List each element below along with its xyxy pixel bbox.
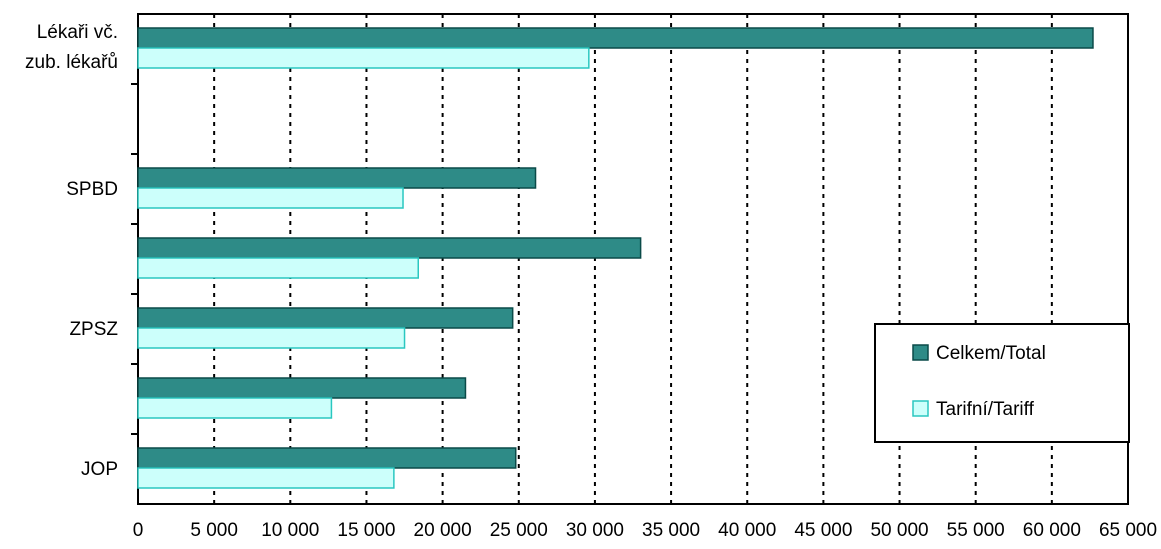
x-tick-label-7: 35 000 <box>642 520 700 541</box>
bar-tarifni-4 <box>137 327 406 349</box>
x-tick-label-8: 40 000 <box>718 520 776 541</box>
category-label-0-1: zub. lékařů <box>25 52 118 73</box>
bar-tarifni-0 <box>137 47 590 69</box>
bars <box>137 27 1094 489</box>
x-tick-label-1: 5 000 <box>190 520 238 541</box>
category-label-6-0: JOP <box>81 459 118 480</box>
x-tick-label-11: 55 000 <box>947 520 1005 541</box>
x-tick-label-2: 10 000 <box>261 520 319 541</box>
bar-tarifni-2 <box>137 187 404 209</box>
x-tick-label-4: 20 000 <box>414 520 472 541</box>
bar-tarifni-3 <box>137 257 419 279</box>
bar-celkem-3 <box>137 237 642 259</box>
category-label-0-0: Lékaři vč. <box>37 22 118 43</box>
bar-celkem-4 <box>137 307 514 329</box>
legend-label-celkem: Celkem/Total <box>936 343 1046 364</box>
category-label-2-0: SPBD <box>66 179 118 200</box>
bar-celkem-5 <box>137 377 467 399</box>
x-tick-label-3: 15 000 <box>337 520 395 541</box>
y-axis-ticks <box>131 83 138 435</box>
x-tick-label-6: 30 000 <box>566 520 624 541</box>
legend-swatch-celkem <box>912 344 929 361</box>
bar-tarifni-5 <box>137 397 333 419</box>
legend-swatch-tarifni <box>912 400 929 417</box>
x-tick-label-10: 50 000 <box>870 520 928 541</box>
x-tick-label-5: 25 000 <box>490 520 548 541</box>
bar-celkem-6 <box>137 447 517 469</box>
legend-box <box>874 323 1130 443</box>
bar-celkem-0 <box>137 27 1094 49</box>
category-label-4-0: ZPSZ <box>69 319 118 340</box>
x-tick-label-12: 60 000 <box>1023 520 1081 541</box>
legend: Celkem/Total Tarifní/Tariff <box>874 323 1130 443</box>
x-axis-tick-labels: 0 5 000 10 000 15 000 20 000 25 000 30 000 35 0… <box>133 520 1157 541</box>
y-axis-category-labels: Lékaři vč. zub. lékařů SPBD ZPSZ JOP <box>25 22 118 480</box>
legend-label-tarifni: Tarifní/Tariff <box>936 399 1035 420</box>
bar-celkem-2 <box>137 167 537 189</box>
x-tick-label-0: 0 <box>133 520 144 541</box>
bar-tarifni-6 <box>137 467 395 489</box>
x-tick-label-13: 65 000 <box>1099 520 1157 541</box>
gridlines <box>213 14 1053 504</box>
x-tick-label-9: 45 000 <box>794 520 852 541</box>
